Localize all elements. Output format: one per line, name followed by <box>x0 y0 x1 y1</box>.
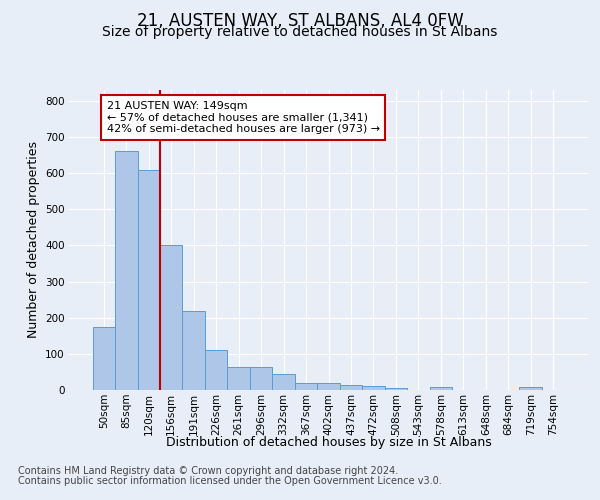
Bar <box>520 387 542 390</box>
Bar <box>160 246 182 390</box>
Bar <box>430 387 452 390</box>
Bar <box>115 152 137 390</box>
Text: 21, AUSTEN WAY, ST ALBANS, AL4 0FW: 21, AUSTEN WAY, ST ALBANS, AL4 0FW <box>137 12 463 30</box>
Bar <box>250 366 272 390</box>
Bar <box>92 326 115 390</box>
Text: Contains public sector information licensed under the Open Government Licence v3: Contains public sector information licen… <box>18 476 442 486</box>
Bar <box>137 170 160 390</box>
Bar <box>385 388 407 390</box>
Text: Contains HM Land Registry data © Crown copyright and database right 2024.: Contains HM Land Registry data © Crown c… <box>18 466 398 476</box>
Bar <box>317 384 340 390</box>
Bar <box>227 366 250 390</box>
Y-axis label: Number of detached properties: Number of detached properties <box>26 142 40 338</box>
Text: Distribution of detached houses by size in St Albans: Distribution of detached houses by size … <box>166 436 491 449</box>
Bar <box>362 386 385 390</box>
Bar <box>182 311 205 390</box>
Bar <box>205 350 227 390</box>
Bar <box>340 384 362 390</box>
Text: 21 AUSTEN WAY: 149sqm
← 57% of detached houses are smaller (1,341)
42% of semi-d: 21 AUSTEN WAY: 149sqm ← 57% of detached … <box>107 101 380 134</box>
Bar <box>295 383 317 390</box>
Text: Size of property relative to detached houses in St Albans: Size of property relative to detached ho… <box>103 25 497 39</box>
Bar <box>272 374 295 390</box>
